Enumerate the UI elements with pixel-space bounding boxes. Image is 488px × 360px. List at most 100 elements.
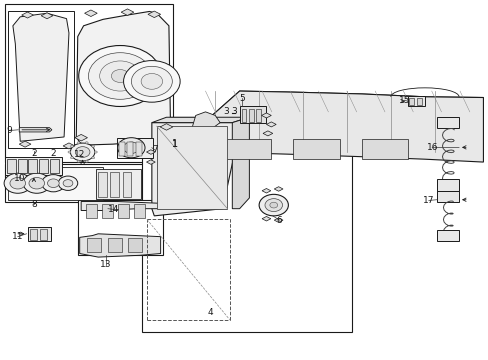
Bar	[78, 200, 163, 255]
Bar	[136, 141, 142, 156]
Circle shape	[85, 142, 88, 144]
Circle shape	[118, 138, 145, 158]
Circle shape	[68, 151, 71, 153]
Bar	[248, 109, 253, 122]
Bar	[4, 164, 151, 202]
Bar	[4, 4, 172, 162]
Bar	[18, 159, 26, 173]
Bar	[118, 204, 129, 218]
Circle shape	[58, 176, 78, 190]
Circle shape	[85, 160, 88, 162]
Text: 8: 8	[31, 200, 37, 209]
Bar	[27, 226, 51, 241]
Bar	[102, 204, 113, 218]
Bar	[293, 139, 339, 159]
Polygon shape	[146, 150, 155, 154]
Bar	[256, 109, 261, 122]
Polygon shape	[76, 12, 170, 145]
Text: 5: 5	[239, 94, 244, 103]
Bar	[110, 172, 119, 197]
Polygon shape	[41, 13, 53, 19]
Bar	[28, 159, 37, 173]
Circle shape	[264, 199, 282, 212]
Polygon shape	[13, 13, 69, 141]
Polygon shape	[274, 187, 283, 191]
Bar	[128, 238, 142, 252]
Circle shape	[29, 177, 44, 189]
Bar	[436, 179, 458, 191]
Text: 14: 14	[108, 205, 119, 214]
Bar	[4, 157, 62, 175]
Polygon shape	[189, 91, 483, 162]
Bar	[86, 204, 97, 218]
Polygon shape	[63, 143, 75, 149]
Circle shape	[10, 177, 25, 189]
Circle shape	[123, 142, 139, 153]
Bar	[7, 167, 102, 200]
Bar	[239, 107, 266, 123]
Text: 2: 2	[50, 149, 56, 158]
Circle shape	[259, 194, 288, 216]
Circle shape	[88, 53, 152, 99]
Polygon shape	[84, 10, 97, 17]
Text: 11: 11	[12, 232, 23, 241]
Circle shape	[23, 173, 50, 193]
Circle shape	[100, 61, 141, 91]
Polygon shape	[121, 9, 134, 15]
Bar	[98, 172, 107, 197]
Text: 6: 6	[276, 216, 282, 225]
Bar	[436, 191, 458, 202]
Polygon shape	[262, 216, 270, 221]
Polygon shape	[152, 117, 249, 123]
Bar	[134, 204, 145, 218]
Bar	[40, 229, 46, 239]
Bar	[241, 109, 246, 122]
Text: 1: 1	[172, 139, 178, 149]
Circle shape	[47, 179, 59, 188]
Bar	[7, 159, 16, 173]
Text: 1: 1	[172, 140, 178, 149]
Bar	[416, 98, 421, 105]
Circle shape	[70, 145, 73, 147]
Text: 10: 10	[15, 174, 26, 183]
Polygon shape	[232, 117, 249, 209]
Circle shape	[41, 175, 65, 192]
Polygon shape	[152, 123, 239, 216]
Polygon shape	[148, 11, 160, 18]
Bar	[108, 238, 122, 252]
Circle shape	[77, 160, 80, 162]
Polygon shape	[19, 141, 31, 147]
Text: 3: 3	[223, 107, 228, 116]
Bar	[361, 139, 407, 159]
Text: 13: 13	[100, 261, 111, 270]
Polygon shape	[262, 189, 270, 193]
Bar	[407, 96, 424, 107]
Polygon shape	[189, 112, 220, 137]
Polygon shape	[19, 128, 52, 132]
Bar	[127, 141, 133, 156]
Bar	[119, 141, 124, 156]
Bar	[142, 117, 351, 332]
Circle shape	[141, 73, 162, 89]
Circle shape	[77, 142, 80, 144]
Bar	[39, 159, 48, 173]
Bar	[87, 238, 101, 252]
Text: 4: 4	[207, 308, 213, 317]
Bar	[224, 139, 271, 159]
Circle shape	[70, 157, 73, 159]
Polygon shape	[263, 131, 272, 136]
Bar	[30, 229, 37, 239]
Circle shape	[123, 60, 180, 102]
Polygon shape	[80, 234, 160, 257]
Text: 7: 7	[152, 145, 157, 154]
Text: 9: 9	[6, 126, 12, 135]
Polygon shape	[75, 134, 87, 141]
Polygon shape	[157, 126, 227, 209]
Circle shape	[4, 173, 31, 193]
Polygon shape	[266, 122, 276, 127]
Circle shape	[70, 143, 95, 161]
Circle shape	[92, 157, 95, 159]
Bar	[96, 169, 141, 199]
Circle shape	[131, 66, 172, 96]
Circle shape	[111, 69, 129, 82]
